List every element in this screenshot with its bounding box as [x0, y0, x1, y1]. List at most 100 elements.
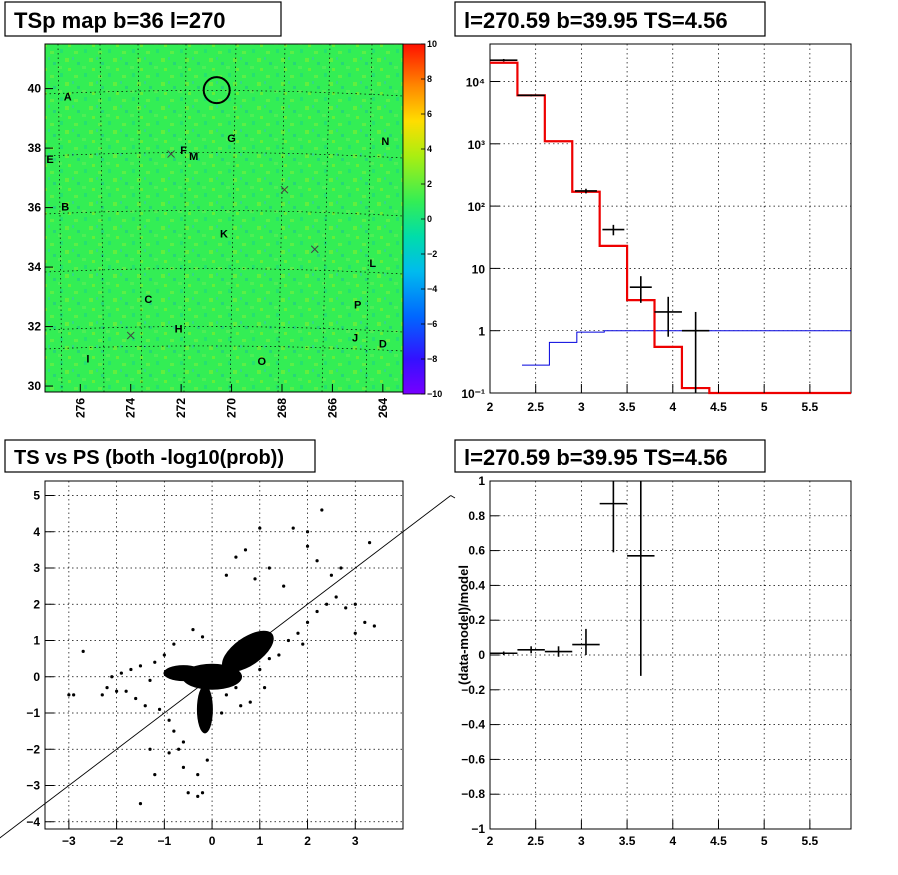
colorbar-tick-label: −4	[427, 284, 437, 294]
scatter-diagonal-extension	[450, 495, 456, 499]
spectrum-x-tick-label: 5	[761, 400, 768, 414]
scatter-point	[353, 602, 357, 606]
map-source-label: E	[46, 154, 53, 166]
scatter-point	[181, 765, 186, 769]
scatter-point	[315, 609, 319, 614]
residual-y-tick-label: −0.4	[461, 718, 485, 732]
scatter-point	[325, 602, 329, 606]
scatter-point	[291, 526, 295, 530]
map-y-tick-label: 34	[28, 260, 42, 274]
scatter-y-tick-label: −3	[26, 779, 40, 793]
map-source-label: C	[144, 294, 152, 306]
scatter-title-box	[4, 439, 316, 473]
scatter-y-tick-label: −2	[26, 742, 40, 756]
scatter-point	[305, 620, 310, 624]
map-title: TSp map b=36 l=270	[14, 8, 226, 33]
colorbar-axis: 10 8 6 4 2 0 −2 −4 −6 −8 −10	[421, 39, 442, 399]
map-y-tick-label: 38	[28, 141, 42, 155]
scatter-point	[277, 653, 281, 657]
scatter-point	[115, 689, 119, 693]
spectrum-y-tick-label: 10³	[468, 138, 485, 152]
colorbar-tick-label: 4	[427, 144, 432, 154]
spectrum-title: l=270.59 b=39.95 TS=4.56	[464, 8, 728, 33]
scatter-point	[224, 693, 228, 697]
scatter-point	[148, 747, 152, 751]
spectrum-x-tick-label: 4	[669, 400, 676, 414]
scatter-point	[196, 773, 200, 777]
map-marks: A E B F M G N K L C H P J D I O	[46, 76, 389, 368]
scatter-point	[329, 573, 333, 577]
colorbar-tick-label: 0	[427, 214, 432, 224]
map-plot-area	[44, 43, 404, 393]
scatter-point	[167, 718, 171, 722]
scatter-title: TS vs PS (both -log10(prob))	[14, 447, 284, 469]
colorbar-tick-label: 2	[427, 179, 432, 189]
scatter-y-tick-label: −1	[26, 706, 40, 720]
scatter-point	[105, 686, 109, 690]
residual-ylabel: (data-model)/model	[456, 565, 471, 685]
map-y-tick-label: 32	[28, 320, 42, 334]
map-x-tick-label: 266	[325, 398, 339, 418]
scatter-point	[162, 653, 166, 657]
scatter-x-tick-label: 3	[352, 834, 359, 848]
map-graticule	[44, 43, 404, 393]
map-source-label: I	[86, 353, 89, 365]
scatter-point	[205, 758, 209, 762]
residual-x-tick-label: 3.5	[619, 834, 636, 848]
colorbar-tick-label: −2	[427, 249, 437, 259]
spectrum-y-tick-label: 10⁻¹	[461, 387, 485, 401]
map-source-label: M	[189, 151, 198, 163]
colorbar-tick-label: −8	[427, 354, 437, 364]
scatter-point	[286, 638, 291, 643]
scatter-point	[334, 595, 338, 599]
scatter-point	[124, 689, 128, 693]
map-x-tick-label: 272	[174, 398, 188, 418]
scatter-point	[296, 631, 300, 635]
spectrum-plot-area	[489, 43, 852, 394]
residual-x-tick-label: 2	[487, 834, 494, 848]
scatter-y-tick-label: 1	[33, 634, 40, 648]
scatter-point	[67, 693, 71, 697]
scatter-point	[72, 693, 76, 697]
scatter-point	[353, 631, 357, 635]
scatter-marks	[0, 495, 456, 839]
scatter-point	[167, 751, 171, 755]
residual-x-tick-label: 5	[761, 834, 768, 848]
map-x-tick-label: 268	[275, 398, 289, 418]
scatter-point	[267, 566, 271, 570]
spectrum-title-box	[454, 1, 766, 37]
map-source-label: B	[61, 202, 69, 214]
colorbar-tick-label: −6	[427, 319, 437, 329]
colorbar-tick-label: 8	[427, 74, 432, 84]
scatter-x-tick-label: −3	[62, 834, 76, 848]
scatter-point	[196, 794, 200, 798]
scatter-point	[234, 555, 238, 559]
residual-y-tick-label: −0.6	[461, 752, 485, 766]
scatter-point	[320, 508, 324, 512]
scatter-lower-cluster	[196, 685, 213, 734]
map-target-circle	[202, 76, 231, 105]
scatter-plot-area	[44, 480, 404, 830]
scatter-point	[100, 693, 104, 697]
background-histogram	[521, 330, 851, 366]
scatter-point	[248, 700, 252, 704]
residual-y-tick-label: 0.4	[468, 578, 485, 592]
scatter-point	[110, 675, 114, 679]
residual-y-tick-label: 0.8	[468, 509, 485, 523]
scatter-point	[157, 707, 162, 711]
map-source-label: D	[379, 338, 387, 350]
scatter-point	[267, 657, 271, 661]
map-source-label: G	[227, 133, 236, 145]
spectrum-panel: l=270.59 b=39.95 TS=4.56 2 2.5 3 3.5 4 4.5 5 5.…	[454, 1, 852, 414]
map-x-marker	[310, 245, 319, 254]
scatter-point	[262, 686, 267, 690]
map-title-box	[4, 1, 282, 37]
scatter-axes: −3 −2 −1 0 1 2 3 −4 −3 −2 −1 0 1 2 3 4 5	[26, 489, 359, 849]
residual-x-tick-label: 3	[578, 834, 585, 848]
residual-title-box	[454, 439, 766, 473]
scatter-x-tick-label: 1	[256, 834, 263, 848]
scatter-y-tick-label: 0	[33, 670, 40, 684]
scatter-point	[148, 678, 152, 682]
map-x-tick-label: 264	[376, 398, 390, 418]
